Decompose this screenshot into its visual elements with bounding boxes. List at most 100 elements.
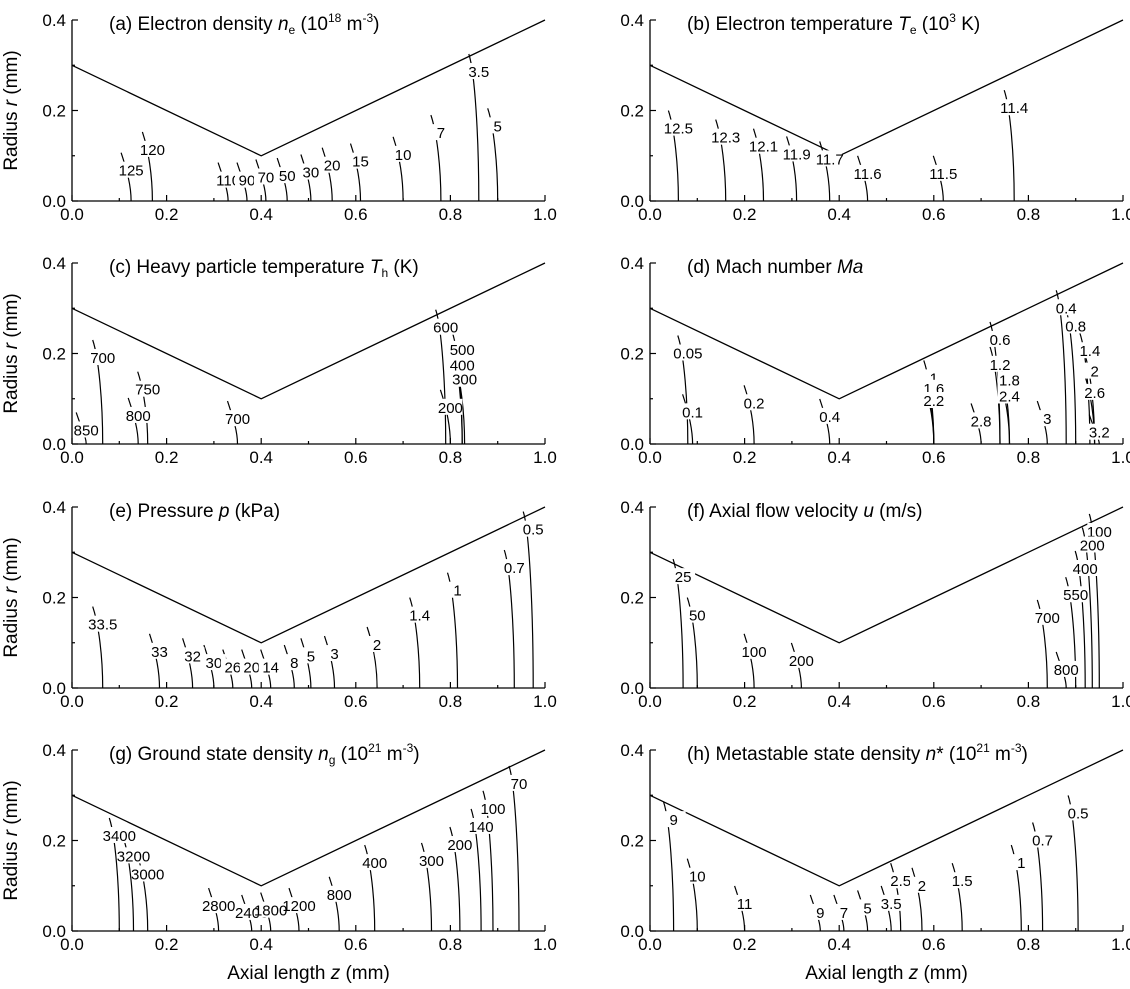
contour-label-bg — [1054, 660, 1079, 677]
contour-line — [321, 147, 333, 202]
contour-label: 2 — [1090, 364, 1098, 381]
title-text: (h) Metastable state density — [687, 744, 926, 765]
contour-line — [743, 385, 755, 445]
contour-label-bg — [1066, 804, 1091, 821]
contour-line — [409, 597, 421, 689]
title-text: (g) Ground state density — [109, 744, 318, 765]
contour-label: 33 — [151, 644, 168, 661]
contour-label: 1.2 — [990, 357, 1011, 374]
contour-line — [449, 826, 461, 932]
contour-label: 600 — [433, 320, 458, 337]
contour-label-bg — [216, 171, 241, 188]
contour-label-bg — [988, 355, 1013, 372]
contour-label-bg — [258, 901, 283, 918]
contour-label-bg — [997, 371, 1022, 388]
contour-label-bg — [445, 581, 470, 598]
contour-label-bg — [817, 407, 842, 424]
contour-label: 14 — [262, 660, 279, 677]
contour-label-bg — [1080, 536, 1105, 553]
x-axis-label: Axial length z (mm) — [227, 963, 390, 984]
y-tick-label: 0.2 — [42, 345, 66, 364]
x-tick-label: 0.0 — [638, 935, 662, 954]
x-tick-label: 0.8 — [439, 448, 463, 467]
contour-label: 0.2 — [744, 395, 765, 412]
x-tick-label: 0.6 — [344, 935, 368, 954]
contour-label-bg — [365, 636, 390, 653]
contour-label: 8 — [290, 655, 298, 672]
contour-label-bg — [348, 152, 373, 169]
y-label-text: Radius — [1, 836, 22, 900]
title-units: m — [990, 744, 1011, 765]
y-label-symbol: r — [1, 829, 22, 836]
y-tick-label: 0.0 — [620, 922, 644, 941]
y-tick-label: 0.4 — [42, 254, 66, 273]
contour-label: 550 — [1063, 587, 1088, 604]
contour-label-bg — [419, 851, 444, 868]
title-text: (b) Electron temperature — [687, 14, 898, 35]
contour-label-bg — [447, 836, 472, 853]
y-axis-label: Radius r (mm) — [1, 293, 22, 413]
contour-label: 1.8 — [999, 373, 1020, 390]
contour-label: 200 — [1080, 537, 1105, 554]
contour-label-bg — [817, 150, 842, 167]
contour-label-bg — [921, 379, 946, 396]
contour-label-bg — [225, 410, 250, 427]
y-tick-label: 0.2 — [620, 345, 644, 364]
contour-label-bg — [1077, 342, 1102, 359]
x-tick-label: 1.0 — [1111, 692, 1130, 711]
contour-line — [1065, 308, 1077, 445]
y-label-units: (mm) — [1, 50, 22, 100]
contour-label-bg — [521, 520, 546, 537]
contour-label-bg — [452, 370, 477, 387]
contour-line — [468, 53, 480, 202]
contour-label: 0.1 — [682, 404, 703, 421]
x-tick-label: 0.8 — [1017, 448, 1041, 467]
contour-label: 7 — [840, 905, 848, 922]
contour-label-bg — [258, 658, 283, 675]
title-subscript: e — [289, 23, 296, 37]
contour-label: 2800 — [202, 898, 235, 915]
title-symbol: Ma — [837, 257, 863, 278]
contour-label-bg — [466, 63, 491, 80]
contour-label-bg — [450, 356, 475, 373]
contour-line — [989, 346, 1001, 445]
contour-label: 800 — [327, 887, 352, 904]
contour-label: 12.3 — [711, 130, 740, 147]
contour-label-bg — [855, 164, 880, 181]
y-tick-label: 0.4 — [620, 498, 644, 517]
contour-line — [715, 119, 727, 202]
x-label-symbol: z — [330, 963, 341, 984]
x-tick-label: 0.2 — [733, 935, 757, 954]
contour-label-bg — [784, 145, 809, 162]
x-tick-label: 0.2 — [155, 935, 179, 954]
nozzle-wall-line — [649, 506, 1124, 644]
contour-label: 1.5 — [952, 873, 973, 890]
title-units: m — [341, 14, 362, 35]
contour-label: 10 — [689, 869, 706, 886]
contour-label-bg — [119, 161, 144, 178]
contour-label-bg — [391, 145, 416, 162]
x-tick-label: 0.2 — [155, 448, 179, 467]
x-tick-label: 0.0 — [638, 205, 662, 224]
x-label-units: (mm) — [918, 963, 968, 984]
contour-label: 11.6 — [854, 166, 882, 183]
panel-c: 0.0 0.2 0.4 0.6 0.8 1.0 0.0 0.2 0.4 (c) Heavy par… — [1, 254, 557, 467]
panel-title: (e) Pressure p (kPa) — [109, 501, 280, 522]
contour-label: 90 — [239, 173, 256, 190]
contour-label: 125 — [119, 163, 144, 180]
contour-line — [819, 141, 831, 202]
contour-label: 0.5 — [523, 522, 544, 539]
y-tick-label: 0.4 — [620, 741, 644, 760]
contour-label: 20 — [243, 660, 260, 677]
panel-title: (a) Electron density ne (1018 m-3) — [109, 11, 379, 37]
nozzle-wall-line — [71, 19, 546, 157]
contour-label: 1 — [1017, 855, 1025, 872]
y-label-symbol: r — [1, 342, 22, 349]
contour-label: 50 — [279, 168, 296, 185]
y-tick-label: 0.4 — [42, 11, 66, 30]
x-label-text: Axial length — [805, 963, 909, 984]
y-tick-label: 0.0 — [42, 435, 66, 454]
contour-label: 140 — [469, 819, 494, 836]
contour-label-bg — [685, 606, 710, 623]
title-superscript: 21 — [368, 741, 382, 755]
